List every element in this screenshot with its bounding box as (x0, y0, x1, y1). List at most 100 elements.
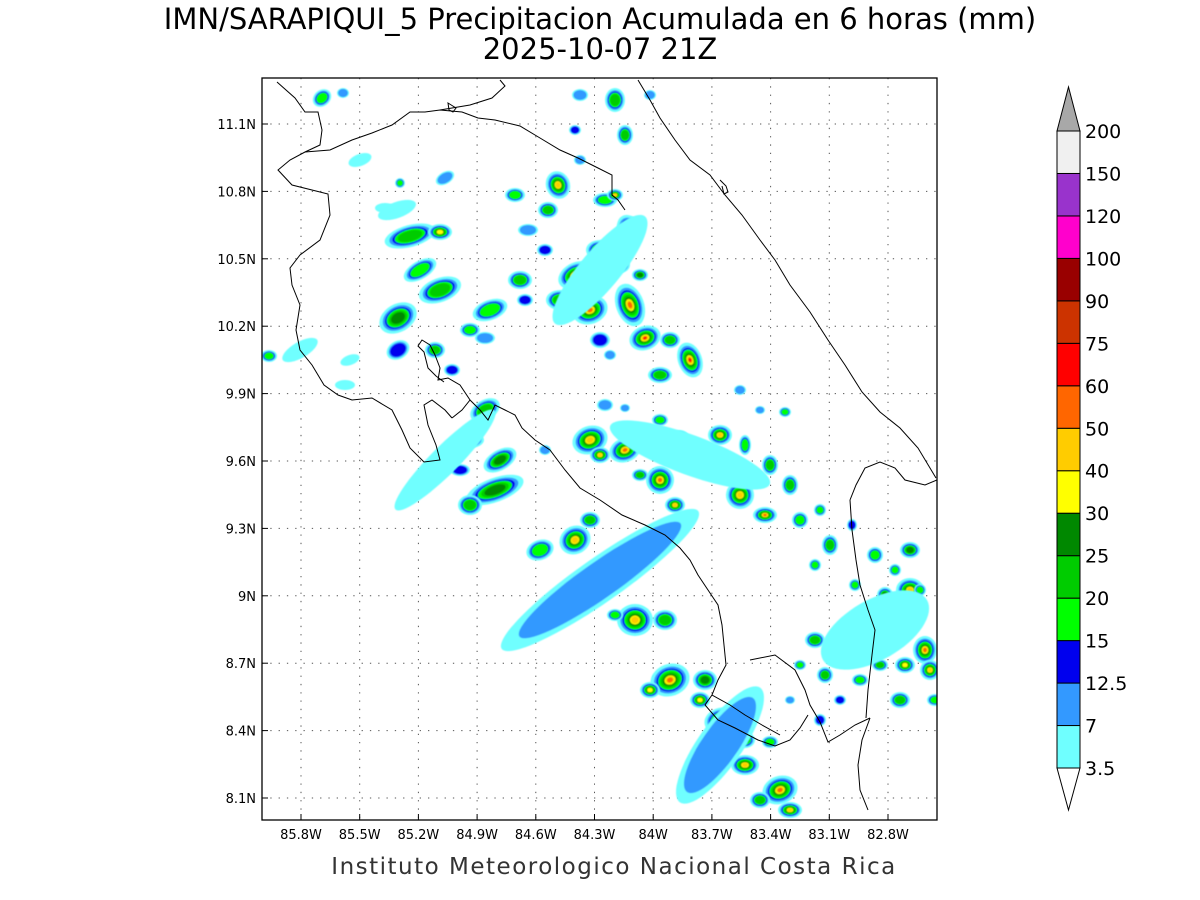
precip-contour (717, 432, 723, 438)
pacific-coast-north (276, 81, 453, 463)
precip-contour (781, 409, 789, 415)
precip-contour (645, 90, 655, 100)
chart-title: IMN/SARAPIQUI_5 Precipitacion Acumulada … (163, 2, 1037, 36)
precip-contour (621, 130, 629, 140)
precip-contour (348, 153, 372, 167)
colorbar-swatch (1056, 470, 1081, 514)
precip-contour (605, 350, 615, 360)
nicaragua-border (304, 109, 626, 211)
precip-contour (570, 126, 580, 134)
precip-contour (755, 406, 765, 414)
precip-contour (786, 480, 794, 490)
precip-contour (598, 400, 612, 410)
precip-contour (665, 336, 675, 344)
precip-contour (742, 762, 748, 768)
river-outline (719, 179, 729, 195)
colorbar-label: 30 (1085, 503, 1109, 525)
lon-tick-label: 85.8W (280, 828, 322, 843)
chart-subtitle-datetime: 2025-10-07 21Z (482, 32, 718, 66)
colorbar-swatch (1056, 342, 1081, 387)
precip-contour (672, 503, 678, 507)
lat-tick-label: 9.6N (226, 455, 256, 470)
precip-contour (876, 662, 884, 668)
lat-tick-label: 10.8N (217, 185, 256, 200)
precip-contour (464, 325, 476, 335)
precip-contour (378, 199, 416, 221)
precip-contour (375, 203, 395, 213)
colorbar-label: 120 (1085, 206, 1121, 228)
precip-contour (735, 385, 745, 395)
precip-contour (655, 416, 665, 424)
precip-contour (464, 500, 476, 510)
osa-peninsula (704, 694, 809, 747)
lat-tick-label: 9.3N (226, 522, 256, 537)
precip-contour (335, 380, 355, 390)
precip-contour (394, 409, 496, 511)
lon-tick-label: 84.9W (456, 828, 498, 843)
precip-contour (571, 536, 579, 544)
lon-tick-label: 82.8W (867, 828, 909, 843)
colorbar-label: 12.5 (1085, 673, 1127, 695)
precip-contour (785, 696, 795, 704)
colorbar-label: 50 (1085, 418, 1109, 440)
colorbar-label: 90 (1085, 291, 1109, 313)
precip-contour (930, 696, 937, 704)
precip-contour (902, 662, 908, 668)
precip-contour (647, 687, 653, 693)
lat-tick-label: 11.1N (217, 118, 256, 133)
lon-tick-label: 84.6W (515, 828, 557, 843)
colorbar-swatch (1056, 555, 1081, 599)
lon-tick-label: 83.1W (808, 828, 850, 843)
lat-tick-label: 9N (238, 590, 256, 605)
colorbar-swatch (1056, 300, 1081, 344)
colorbar-swatch (1056, 385, 1081, 429)
precip-contour (636, 472, 644, 478)
colorbar-label: 25 (1085, 546, 1109, 568)
precip-contour (620, 404, 630, 412)
precip-contour (430, 346, 440, 354)
precip-contour (539, 245, 551, 255)
precip-contour (479, 303, 501, 317)
precip-contour (484, 484, 506, 496)
precip-contour (700, 676, 710, 684)
colorbar-swatch (1056, 215, 1081, 259)
precip-contour (390, 343, 406, 357)
precip-contour (741, 439, 749, 451)
colorbar-swatch (1056, 130, 1081, 174)
precip-contour (476, 333, 494, 343)
precip-contour (597, 453, 603, 457)
precip-contour (795, 515, 805, 525)
colorbar-label: 20 (1085, 588, 1109, 610)
colorbar-swatch (1056, 257, 1081, 302)
island-icon (447, 102, 457, 113)
colorbar-swatch (1056, 640, 1081, 684)
precip-contour (585, 516, 595, 524)
precip-contour (643, 336, 647, 340)
precip-contour (895, 696, 905, 704)
colorbar-swatch (1056, 172, 1081, 217)
lat-tick-label: 8.1N (226, 792, 256, 807)
precip-contour (622, 448, 628, 452)
precip-contour (613, 193, 617, 197)
caribbean-coast (637, 79, 937, 479)
precip-contour (796, 662, 804, 668)
precip-contour (766, 460, 774, 470)
precip-contour (391, 312, 405, 324)
precip-contour (855, 676, 865, 684)
colorbar-swatch (1056, 427, 1081, 472)
precip-contour (826, 540, 834, 550)
precip-contour (316, 92, 328, 104)
precip-contour (688, 358, 692, 362)
precip-contour (810, 636, 820, 644)
pacific-coast-central (469, 399, 781, 736)
precip-contour (816, 506, 824, 514)
colorbar-swatch (1056, 682, 1081, 727)
precip-contour (446, 365, 458, 375)
precip-contour (340, 354, 360, 366)
colorbar-under-arrow (1056, 767, 1081, 812)
precip-contour (851, 581, 859, 589)
colorbar-label: 150 (1085, 163, 1121, 185)
colorbar-swatch (1056, 512, 1081, 557)
precip-contour (519, 295, 531, 305)
